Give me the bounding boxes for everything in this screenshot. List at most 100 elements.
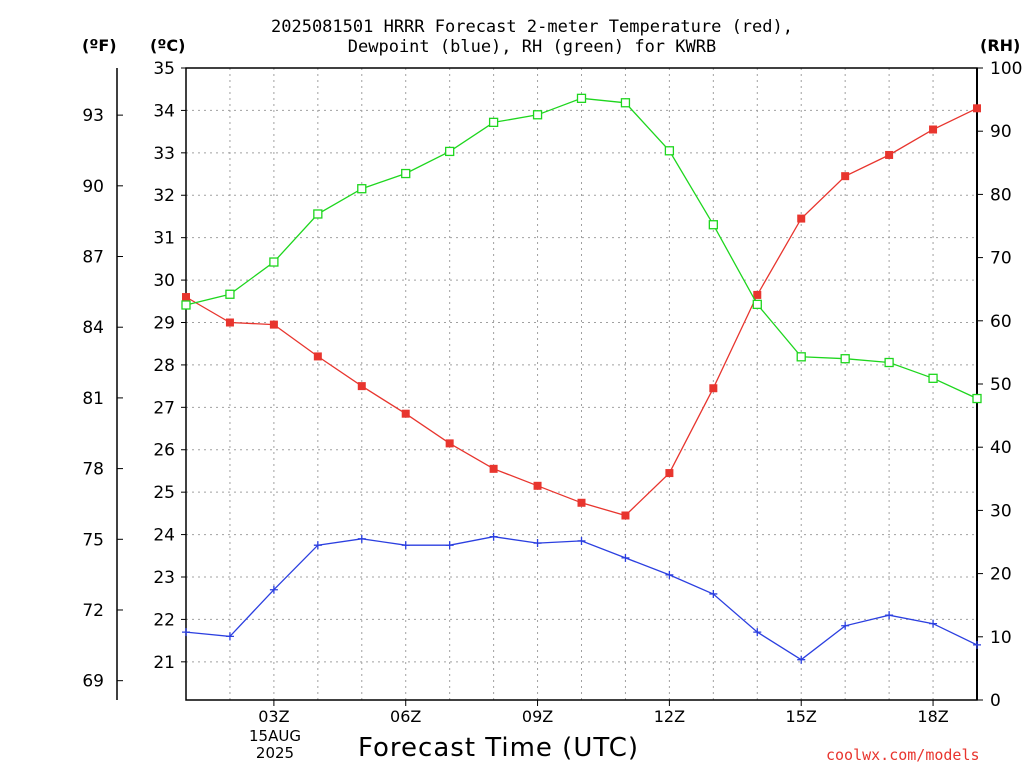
dewpoint-point (313, 541, 322, 550)
rh-tick-label: 100 (990, 59, 1022, 79)
dewpoint-point (841, 621, 850, 630)
date-year-label: 2025 (255, 744, 295, 762)
rh-tick-label: 50 (990, 375, 1012, 395)
dewpoint-point (709, 589, 718, 598)
rh-point (840, 354, 850, 364)
rh-point (928, 373, 938, 383)
temperature-point (269, 320, 278, 329)
celsius-tick-label: 32 (153, 186, 175, 206)
rh-point (884, 357, 894, 368)
temperature-point (225, 318, 234, 327)
date-day-label: 15AUG (249, 727, 301, 745)
temperature-point (885, 150, 894, 159)
rh-point (752, 299, 762, 310)
credit-link[interactable]: coolwx.com/models (826, 746, 980, 764)
dewpoint-point (269, 585, 278, 594)
rh-point (972, 393, 982, 404)
rh-point (576, 93, 587, 103)
rh-point (796, 352, 806, 362)
rh-point (445, 146, 455, 157)
dewpoint-point (797, 655, 806, 664)
x-tick-label: 12Z (654, 707, 685, 726)
fahrenheit-tick-label: 81 (82, 389, 104, 409)
dewpoint-point (885, 611, 894, 620)
temperature-point (929, 125, 938, 134)
temperature-point (753, 290, 762, 299)
celsius-tick-label: 23 (153, 568, 175, 588)
celsius-unit-label: (ºC) (150, 36, 186, 55)
dewpoint-point (357, 534, 366, 543)
rh-point (532, 110, 543, 120)
rh-tick-label: 80 (990, 185, 1012, 205)
dewpoint-point (973, 640, 981, 649)
x-axis-label: Forecast Time (UTC) (358, 733, 640, 763)
x-tick-label: 09Z (522, 707, 553, 726)
rh-point (401, 168, 411, 179)
rh-tick-label: 40 (990, 438, 1012, 458)
celsius-tick-label: 25 (153, 483, 175, 503)
chart-series (181, 93, 982, 664)
dewpoint-point (225, 632, 234, 641)
rh-point (313, 209, 323, 219)
dewpoint-point (445, 541, 454, 550)
grid-lines (186, 67, 977, 700)
rh-tick-label: 30 (990, 501, 1012, 521)
dewpoint-point (489, 532, 498, 541)
celsius-tick-label: 28 (153, 356, 175, 376)
rh-tick-label: 90 (990, 122, 1012, 142)
temperature-point (489, 464, 498, 473)
fahrenheit-tick-label: 84 (82, 318, 104, 338)
temperature-point (357, 382, 366, 391)
temperature-point (313, 352, 322, 361)
x-tick-label: 15Z (786, 707, 817, 726)
celsius-tick-label: 33 (153, 144, 175, 164)
celsius-tick-label: 31 (153, 229, 175, 249)
rh-point (181, 300, 191, 310)
celsius-tick-label: 34 (153, 101, 175, 121)
rh-point (357, 184, 367, 194)
temperature-point (182, 293, 190, 302)
dewpoint-point (929, 619, 938, 628)
dewpoint-point (182, 628, 190, 637)
rh-tick-label: 20 (990, 565, 1012, 585)
chart-axes: 21 22 23 24 25 26 27 28 29 30 31 32 33 34 35 69 72 75 78 81… (82, 59, 1022, 726)
plot-frame (185, 67, 978, 701)
celsius-tick-label: 35 (153, 59, 175, 79)
x-tick-label: 03Z (258, 707, 289, 726)
fahrenheit-tick-label: 75 (82, 530, 104, 550)
rh-point (620, 98, 631, 108)
rh-point (269, 257, 279, 267)
rh-point (708, 220, 718, 230)
chart-title-line-1: 2025081501 HRRR Forecast 2-meter Tempera… (271, 17, 793, 37)
dewpoint-point (577, 536, 586, 545)
rh-unit-label: (RH) (980, 36, 1021, 55)
temperature-point (621, 511, 630, 520)
fahrenheit-tick-label: 87 (82, 248, 104, 268)
fahrenheit-tick-label: 69 (82, 672, 104, 692)
fahrenheit-tick-label: 93 (82, 106, 104, 126)
celsius-tick-label: 26 (153, 441, 175, 461)
rh-tick-label: 70 (990, 249, 1012, 269)
temperature-line (185, 107, 978, 517)
temperature-point (797, 214, 806, 223)
dewpoint-point (621, 553, 630, 562)
fahrenheit-tick-label: 78 (82, 460, 104, 480)
temperature-point (973, 104, 981, 113)
dewpoint-point (665, 570, 674, 579)
chart-title-line-2: Dewpoint (blue), RH (green) for KWRB (347, 37, 717, 57)
fahrenheit-unit-label: (ºF) (82, 36, 117, 55)
celsius-tick-label: 22 (153, 610, 175, 630)
temperature-point (709, 384, 718, 393)
celsius-tick-label: 21 (153, 653, 175, 673)
celsius-tick-label: 27 (153, 398, 175, 418)
celsius-tick-label: 29 (153, 313, 175, 333)
x-tick-label: 06Z (390, 707, 421, 726)
celsius-tick-label: 30 (153, 271, 175, 291)
rh-point (664, 146, 675, 156)
dewpoint-point (753, 628, 762, 637)
rh-tick-label: 60 (990, 312, 1012, 332)
temperature-point (401, 409, 410, 418)
celsius-tick-label: 24 (153, 526, 175, 546)
x-tick-label: 18Z (917, 707, 948, 726)
